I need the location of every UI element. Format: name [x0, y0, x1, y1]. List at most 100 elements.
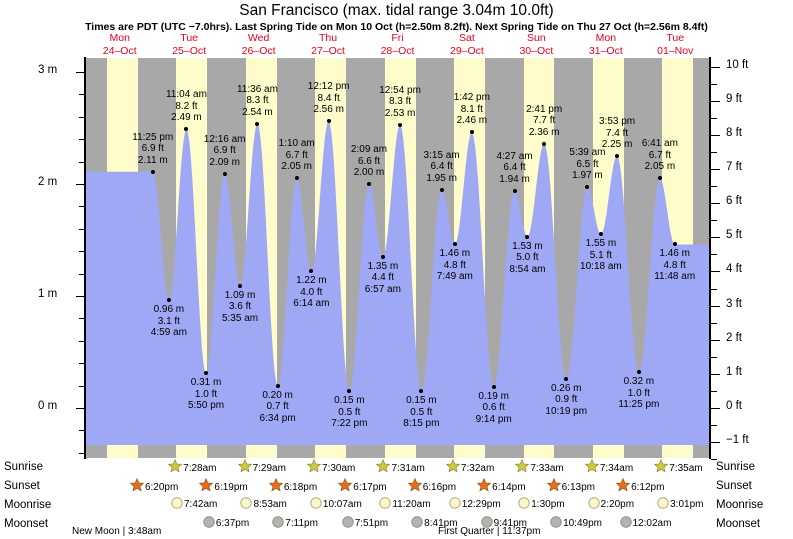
tide-extreme-label-low: 1.35 m 4.4 ft 6:57 am — [365, 261, 401, 296]
tide-extreme-label-low: 1.46 m 4.8 ft 11:48 am — [654, 248, 695, 283]
moonrise-event-time: 3:01pm — [670, 499, 704, 510]
right-tick — [711, 117, 717, 119]
moon-disc-icon — [203, 516, 215, 528]
tide-label-line-2: 2.54 m — [242, 106, 273, 118]
tide-extreme-dot — [204, 371, 209, 376]
tide-label-line-1: 1.0 ft — [627, 387, 650, 399]
tide-label-line-1: 0.5 ft — [338, 406, 361, 418]
moonset-event-time: 6:37pm — [215, 518, 250, 529]
moonrise-event-2: 10:07am — [310, 497, 362, 510]
left-tick — [79, 251, 85, 253]
day-name: Sat — [459, 32, 475, 44]
right-tick-label-4: 6 ft — [726, 195, 742, 208]
moonrise-event-5: 1:30pm — [518, 497, 565, 510]
tide-extreme-dot — [512, 188, 517, 193]
tide-label-line-0: 1.46 m — [439, 248, 471, 260]
moon-disc-icon — [411, 516, 423, 528]
sunrise-event-time: 7:31am — [391, 463, 425, 474]
moonset-row-label-left: Moonset — [4, 518, 49, 530]
moonset-event-time: 7:11pm — [285, 518, 318, 529]
tide-label-line-0: 1.46 m — [659, 248, 690, 260]
tide-extreme-dot — [598, 232, 603, 237]
right-tick — [711, 134, 720, 136]
moon-disc-icon — [518, 497, 530, 509]
day-date: 26–Oct — [241, 45, 276, 57]
sunrise-event-time: 7:33am — [530, 463, 564, 474]
star-icon — [445, 459, 460, 473]
moon-disc-icon — [171, 497, 183, 509]
tide-label-line-0: 1:10 am — [278, 138, 315, 150]
tide-label-line-2: 2.46 m — [456, 115, 488, 127]
tide-label-line-1: 3.1 ft — [157, 315, 180, 327]
tide-label-line-0: 4:27 am — [496, 150, 533, 162]
right-tick — [711, 186, 717, 188]
tide-label-line-0: 1.55 m — [585, 238, 617, 250]
moon-disc-icon — [480, 516, 493, 528]
tide-label-line-2: 2.05 m — [281, 161, 312, 173]
tide-curve-svg — [85, 121, 710, 445]
right-tick-label-10: 0 ft — [726, 400, 742, 412]
tide-label-line-1: 8.2 ft — [175, 100, 198, 112]
star-icon — [376, 459, 391, 473]
sunset-event-4: 6:16pm — [407, 478, 457, 493]
star-icon — [168, 459, 183, 473]
moon-disc-icon — [342, 516, 354, 528]
day-name: Tue — [180, 32, 199, 44]
tide-label-line-2: 2.36 m — [528, 126, 560, 138]
tide-label-line-2: 11:25 pm — [618, 399, 660, 411]
tide-label-line-1: 0.7 ft — [266, 401, 289, 413]
tide-extreme-dot — [184, 127, 189, 132]
left-tick — [79, 318, 85, 320]
tide-label-line-2: 2.00 m — [353, 167, 385, 178]
sunset-event-time: 6:17pm — [353, 482, 387, 493]
sunrise-event-4: 7:32am — [445, 459, 494, 474]
tide-label-line-1: 6.9 ft — [213, 145, 236, 157]
sunrise-event-3: 7:31am — [376, 459, 425, 474]
day-name: Thu — [319, 32, 338, 44]
tide-label-line-1: 8.1 ft — [460, 103, 483, 115]
tide-label-line-0: 1.35 m — [367, 260, 399, 272]
right-tick — [711, 339, 720, 341]
tide-label-line-1: 4.4 ft — [371, 272, 394, 284]
sunrise-event-time: 7:28am — [183, 463, 217, 474]
tide-extreme-dot — [150, 169, 155, 174]
tide-label-line-2: 4:59 am — [150, 327, 187, 339]
tide-label-line-1: 4.0 ft — [300, 286, 323, 298]
right-axis-line — [709, 57, 711, 459]
moonset-event-time: 8:41pm — [424, 518, 458, 529]
moon-disc-icon — [550, 516, 562, 528]
sunrise-event-time: 7:35am — [669, 463, 703, 474]
moonrise-event-4: 12:29pm — [449, 497, 501, 510]
tide-extreme-label-high: 3:53 pm 7.4 ft 2.25 m — [599, 116, 635, 151]
tide-extreme-dot — [491, 384, 496, 389]
right-tick — [711, 254, 717, 256]
tide-label-line-0: 11:36 am — [236, 83, 278, 95]
sunset-event-time: 6:16pm — [422, 482, 457, 493]
tide-extreme-label-high: 3:15 am 6.4 ft 1.95 m — [424, 150, 460, 185]
moonset-event-2: 7:51pm — [342, 516, 388, 529]
tide-label-line-2: 2.11 m — [137, 154, 168, 166]
tide-label-line-1: 0.6 ft — [482, 402, 505, 414]
tide-label-line-0: 1.53 m — [512, 240, 543, 252]
tide-extreme-label-high: 1:10 am 6.7 ft 2.05 m — [279, 138, 315, 173]
tide-label-line-0: 0.15 m — [406, 395, 437, 407]
tide-extreme-label-low: 1.22 m 4.0 ft 6:14 am — [293, 275, 329, 310]
tide-label-line-2: 6:14 am — [293, 298, 330, 310]
day-date: 31–Oct — [588, 45, 623, 57]
sunrise-event-7: 7:35am — [654, 459, 703, 474]
right-tick-label-9: 1 ft — [726, 365, 742, 378]
tide-extreme-label-low: 0.26 m 0.9 ft 10:19 pm — [545, 383, 587, 418]
left-tick — [76, 296, 85, 297]
right-tick — [711, 237, 720, 239]
moonrise-event-time: 10:07am — [322, 499, 362, 510]
tide-extreme-dot — [672, 242, 677, 247]
tide-label-line-2: 2.49 m — [171, 112, 202, 124]
sunset-event-0: 6:20pm — [129, 478, 178, 493]
tide-label-line-1: 6.6 ft — [357, 155, 381, 167]
tide-label-line-2: 2.56 m — [313, 104, 344, 116]
day-name: Wed — [247, 32, 270, 44]
sunrise-event-2: 7:30am — [307, 459, 355, 474]
sunrise-event-1: 7:29am — [237, 459, 286, 474]
moonset-event-3: 8:41pm — [411, 516, 458, 529]
moonset-row-label-right: Moonset — [716, 518, 761, 530]
